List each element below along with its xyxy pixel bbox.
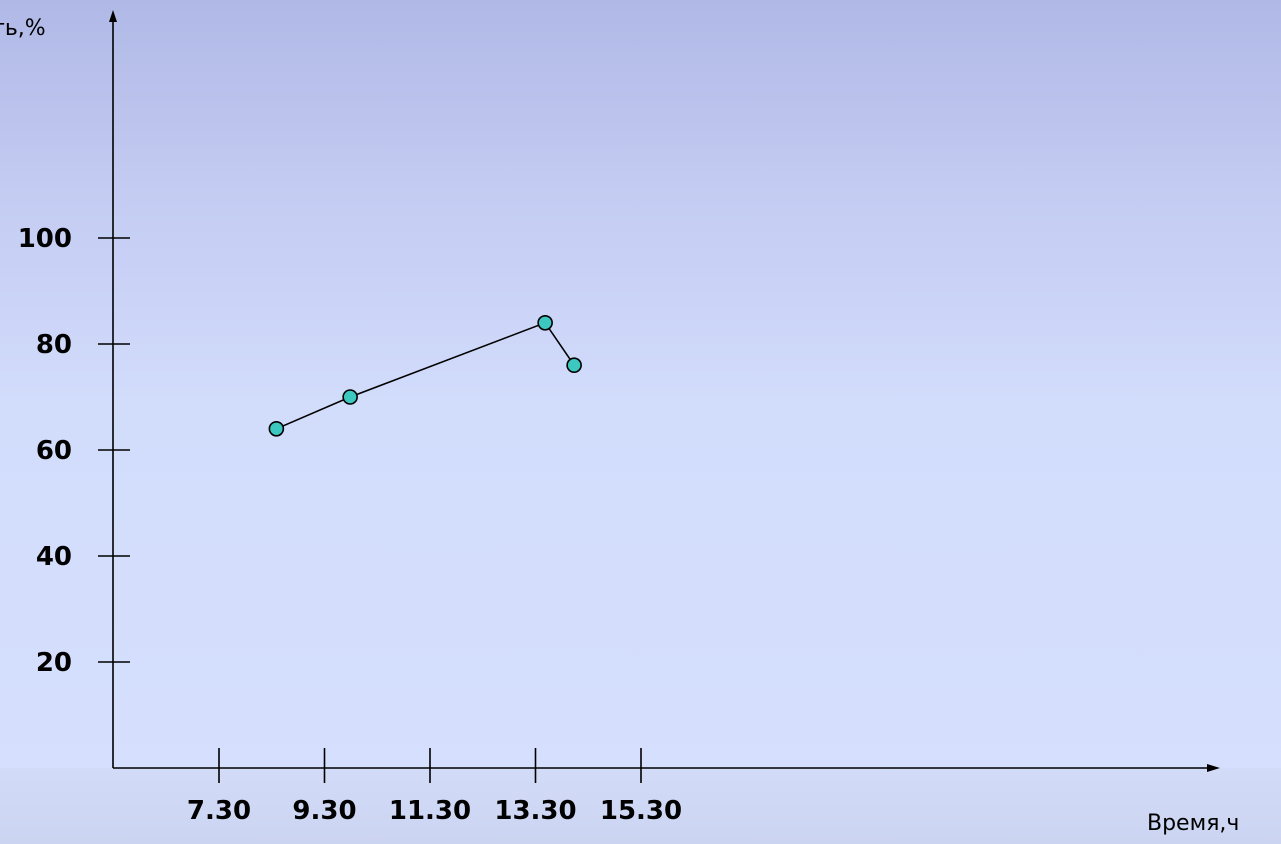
data-point [537, 314, 553, 331]
x-axis-title: Время,ч [1147, 811, 1239, 836]
y-tick-label: 80 [36, 330, 72, 360]
x-axis-arrow [1207, 764, 1220, 772]
y-axis-arrow [109, 10, 117, 22]
y-tick-label: 100 [18, 224, 72, 254]
data-point [268, 420, 285, 437]
x-tick-label: 15.30 [600, 796, 682, 826]
y-tick-label: 20 [36, 648, 72, 678]
x-tick-label: 9.30 [292, 796, 356, 826]
series-layer [268, 314, 582, 437]
y-tick-label: 40 [36, 542, 72, 572]
x-ticks: 7.30 9.30 11.30 13.30 15.30 [187, 748, 682, 826]
x-tick-label: 13.30 [494, 796, 576, 826]
x-tick-label: 11.30 [389, 796, 471, 826]
series-line [276, 321, 575, 430]
data-point [342, 389, 358, 405]
y-ticks: 20 40 60 80 100 [18, 224, 130, 678]
y-axis-title: ть,% [0, 16, 46, 41]
data-point [566, 357, 582, 374]
y-tick-label: 60 [36, 436, 72, 466]
axes [109, 10, 1220, 772]
x-tick-label: 7.30 [187, 796, 251, 826]
